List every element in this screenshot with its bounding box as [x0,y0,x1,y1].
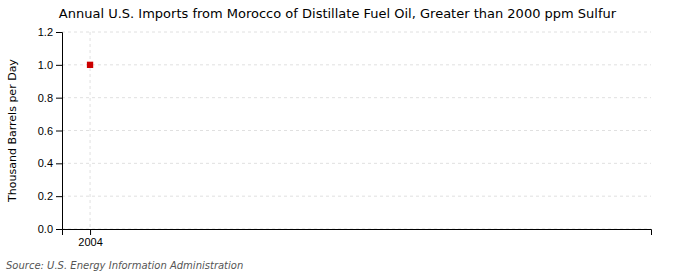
tick-mark [90,229,91,235]
tick-label: 0.4 [38,157,53,169]
tick-label: 0.6 [38,125,53,137]
tick: 0.8 [38,92,62,104]
grid [62,32,651,229]
grid-line [90,32,91,229]
tick: 1.0 [38,59,62,71]
source: Source: U.S. Energy Information Administ… [6,260,243,271]
axis-line [56,33,63,230]
title: Annual U.S. Imports from Morocco of Dist… [59,6,617,21]
grid-line [62,130,651,131]
points [87,62,93,68]
tick: 2004 [78,229,102,248]
tick-label: 0.2 [38,190,53,202]
tick-mark [56,32,62,33]
tick: 0.4 [38,157,62,169]
tick-label: 0.0 [38,223,53,235]
grid-line [62,64,651,65]
tick-mark [56,196,62,197]
tick-mark [56,131,62,132]
grid-line [62,32,651,33]
grid-line [62,97,651,98]
tick: 0.0 [38,223,62,235]
grid-line [62,196,651,197]
y-axis: 0.0 0.2 0.4 0.6 0.8 1.0 1.2 [38,26,63,235]
tick-mark [56,65,62,66]
tick: 0.2 [38,190,62,202]
tick: 0.6 [38,125,62,137]
tick-mark [56,98,62,99]
tick-mark [56,163,62,164]
grid-line [62,163,651,164]
plot-area: 2004 0.0 0.2 0.4 0.6 0.8 1.0 1.2 [38,26,652,248]
point [87,62,93,68]
tick-label: 1.2 [38,26,53,38]
x-axis: 2004 [63,229,652,248]
tick: 1.2 [38,26,62,38]
chart: 2004 0.0 0.2 0.4 0.6 0.8 1.0 1.2 Annual U.S. Imp… [0,0,675,275]
tick-label: 0.8 [38,92,53,104]
y-axis-label: Thousand Barrels per Day [6,59,19,203]
axis-line [63,230,652,236]
tick-label: 1.0 [38,59,53,71]
tick-label: 2004 [78,236,102,248]
tick-mark [56,229,62,230]
